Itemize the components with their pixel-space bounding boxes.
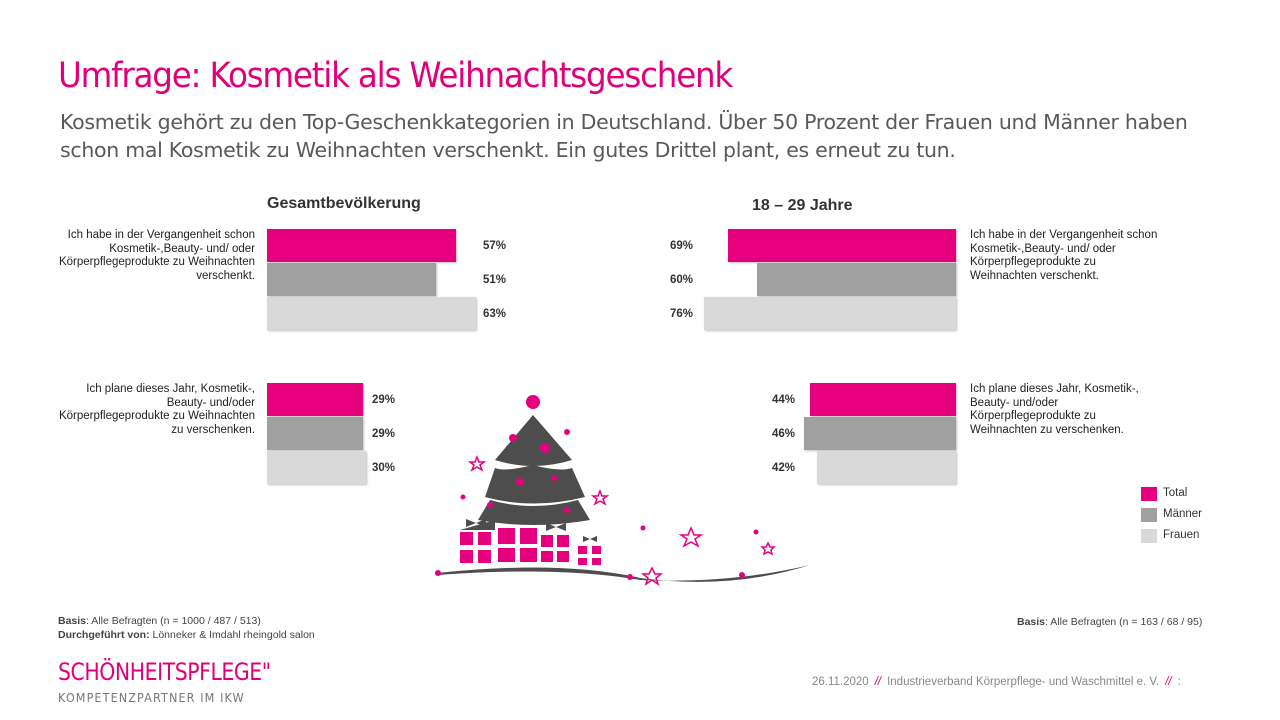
bar-gesamt-frauen-2: [267, 451, 367, 484]
brand-tagline: KOMPETENZPARTNER IM IKW: [58, 690, 245, 705]
footer-date: 26.11.2020: [812, 676, 869, 688]
bar-gesamt-total-2: [267, 383, 363, 416]
data-label: 29%: [372, 428, 396, 440]
data-label: 60%: [670, 274, 694, 286]
bar-18-29-total-2: [810, 383, 956, 416]
footer-org: Industrieverband Körperpflege- und Wasch…: [887, 676, 1160, 688]
bar-18-29-maenner-2: [803, 417, 956, 450]
chart-title-left: Gesamtbevölkerung: [267, 195, 421, 212]
brand-logo: SCHÖNHEITSPFLEGE": [58, 658, 271, 686]
legend-swatch-maenner: [1141, 508, 1157, 522]
data-label: 46%: [772, 428, 796, 440]
bar-gesamt-maenner-1: [267, 263, 436, 296]
data-label: 30%: [372, 462, 396, 474]
data-label: 76%: [670, 308, 694, 320]
chart-title-right: 18 – 29 Jahre: [752, 197, 853, 214]
bar-gesamt-maenner-2: [267, 417, 363, 450]
page-title: Umfrage: Kosmetik als Weihnachtsgeschenk: [58, 56, 733, 96]
conducted-by-note: Durchgeführt von: Lönneker & Imdahl rhei…: [58, 629, 315, 641]
data-label: 63%: [483, 308, 507, 320]
bar-gesamt-total-1: [267, 229, 456, 262]
bar-18-29-frauen-1: [704, 297, 956, 330]
data-label: 69%: [670, 240, 694, 252]
question-label-left-1: Ich habe in der Vergangenheit schon Kosm…: [58, 229, 255, 282]
data-label: 51%: [483, 274, 507, 286]
basis-note-left: Basis: Alle Befragten (n = 1000 / 487 / …: [58, 615, 261, 627]
legend-swatch-total: [1141, 487, 1157, 501]
data-label: 44%: [772, 394, 796, 406]
data-label: 57%: [483, 240, 507, 252]
question-label-right-1: Ich habe in der Vergangenheit schon Kosm…: [970, 229, 1158, 282]
data-label: 42%: [772, 462, 796, 474]
data-label: 29%: [372, 394, 396, 406]
bar-gesamt-frauen-1: [267, 297, 476, 330]
page-number: :: [1177, 676, 1181, 688]
question-label-left-2: Ich plane dieses Jahr, Kosmetik-, Beauty…: [58, 383, 255, 436]
bar-18-29-frauen-2: [816, 451, 956, 484]
page-subtitle: Kosmetik gehört zu den Top-Geschenkkateg…: [60, 110, 1188, 162]
bar-18-29-maenner-1: [757, 263, 956, 296]
footer: 26.11.2020//Industrieverband Körperpfleg…: [812, 676, 1181, 688]
legend-swatch-frauen: [1141, 529, 1157, 543]
basis-note-right: Basis: Alle Befragten (n = 163 / 68 / 95…: [1017, 616, 1203, 628]
question-label-right-2: Ich plane dieses Jahr, Kosmetik-, Beauty…: [970, 383, 1139, 436]
bar-18-29-total-1: [727, 229, 956, 262]
